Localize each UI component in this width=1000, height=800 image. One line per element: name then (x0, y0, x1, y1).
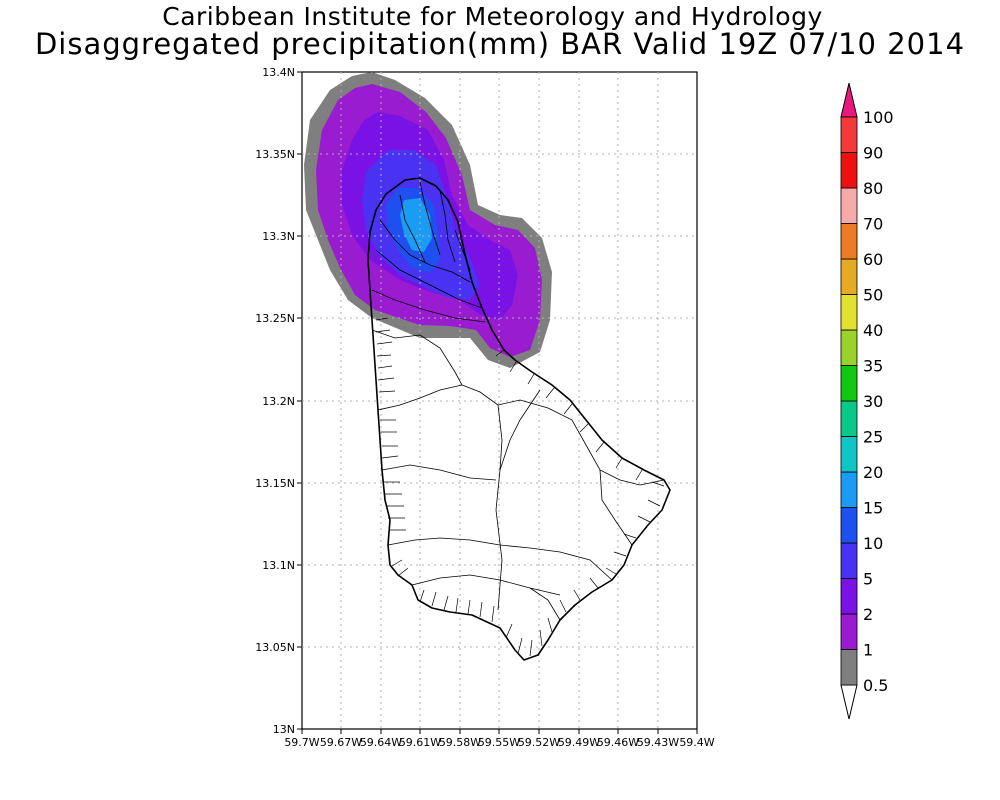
lat-tick-label: 13.25N (255, 312, 295, 325)
colorbar-label: 70 (863, 215, 883, 234)
lon-tick-label: 59.52W (518, 736, 560, 749)
colorbar-label: 0.5 (863, 676, 888, 695)
lat-tick-label: 13.35N (255, 148, 295, 161)
lon-tick-label: 59.67W (320, 736, 362, 749)
lon-tick-label: 59.49W (558, 736, 600, 749)
colorbar-swatch (840, 436, 858, 473)
colorbar-label: 1 (863, 641, 873, 660)
colorbar-swatch (840, 542, 858, 579)
colorbar-label: 100 (863, 108, 894, 127)
lat-tick-label: 13.4N (262, 66, 295, 79)
lat-tick-label: 13.15N (255, 477, 295, 490)
map-gridlines (302, 72, 697, 729)
colorbar-swatch (840, 294, 858, 331)
colorbar-swatch (840, 365, 858, 402)
colorbar-swatch (840, 400, 858, 437)
colorbar-swatch (840, 116, 858, 153)
colorbar-label: 30 (863, 392, 883, 411)
colorbar-swatch (840, 258, 858, 295)
colorbar-swatch (840, 223, 858, 260)
colorbar-label: 15 (863, 499, 883, 518)
colorbar-swatch (840, 507, 858, 544)
lat-tick-label: 13.2N (262, 395, 295, 408)
colorbar-label: 10 (863, 534, 883, 553)
map-title-product: Disaggregated precipitation(mm) BAR Vali… (34, 27, 966, 61)
lon-tick-label: 59.55W (478, 736, 520, 749)
lon-tick-label: 59.43W (637, 736, 679, 749)
precip-contour-15mm (400, 198, 432, 252)
colorbar-swatch (840, 471, 858, 508)
colorbar-label: 90 (863, 144, 883, 163)
lon-tick-label: 59.4W (679, 736, 714, 749)
colorbar-label: 25 (863, 428, 883, 447)
lat-tick-label: 13N (273, 723, 295, 736)
lat-tick-label: 13.05N (255, 641, 295, 654)
colorbar-label: 60 (863, 250, 883, 269)
map-title-institute: Caribbean Institute for Meteorology and … (162, 2, 823, 31)
colorbar-swatch (840, 578, 858, 615)
longitude-tick-labels: 59.7W 59.67W 59.64W 59.61W 59.58W 59.55W… (284, 736, 714, 749)
colorbar-swatch (840, 613, 858, 650)
latitude-tick-labels: 13N 13.05N 13.1N 13.15N 13.2N 13.25N 13.… (255, 66, 295, 736)
colorbar-label: 40 (863, 321, 883, 340)
colorbar-high-arrow (840, 82, 858, 118)
colorbar-label: 2 (863, 605, 873, 624)
lon-tick-label: 59.61W (399, 736, 441, 749)
colorbar-label: 5 (863, 570, 873, 589)
lon-tick-label: 59.46W (597, 736, 639, 749)
colorbar-swatch (840, 187, 858, 224)
lon-tick-label: 59.58W (439, 736, 481, 749)
coastal-drainage-lines (375, 317, 665, 657)
colorbar-swatch (840, 649, 858, 686)
lat-tick-label: 13.3N (262, 230, 295, 243)
colorbar-low-arrow (840, 684, 858, 720)
colorbar-label: 80 (863, 179, 883, 198)
colorbar-swatch (840, 152, 858, 189)
colorbar-label: 50 (863, 286, 883, 305)
lon-tick-label: 59.7W (284, 736, 319, 749)
catchment-boundaries (371, 181, 665, 621)
lat-tick-label: 13.1N (262, 559, 295, 572)
colorbar-swatch (840, 329, 858, 366)
lon-tick-label: 59.64W (360, 736, 402, 749)
colorbar-label: 35 (863, 357, 883, 376)
colorbar-label: 20 (863, 463, 883, 482)
axis-tick-marks (297, 71, 698, 734)
